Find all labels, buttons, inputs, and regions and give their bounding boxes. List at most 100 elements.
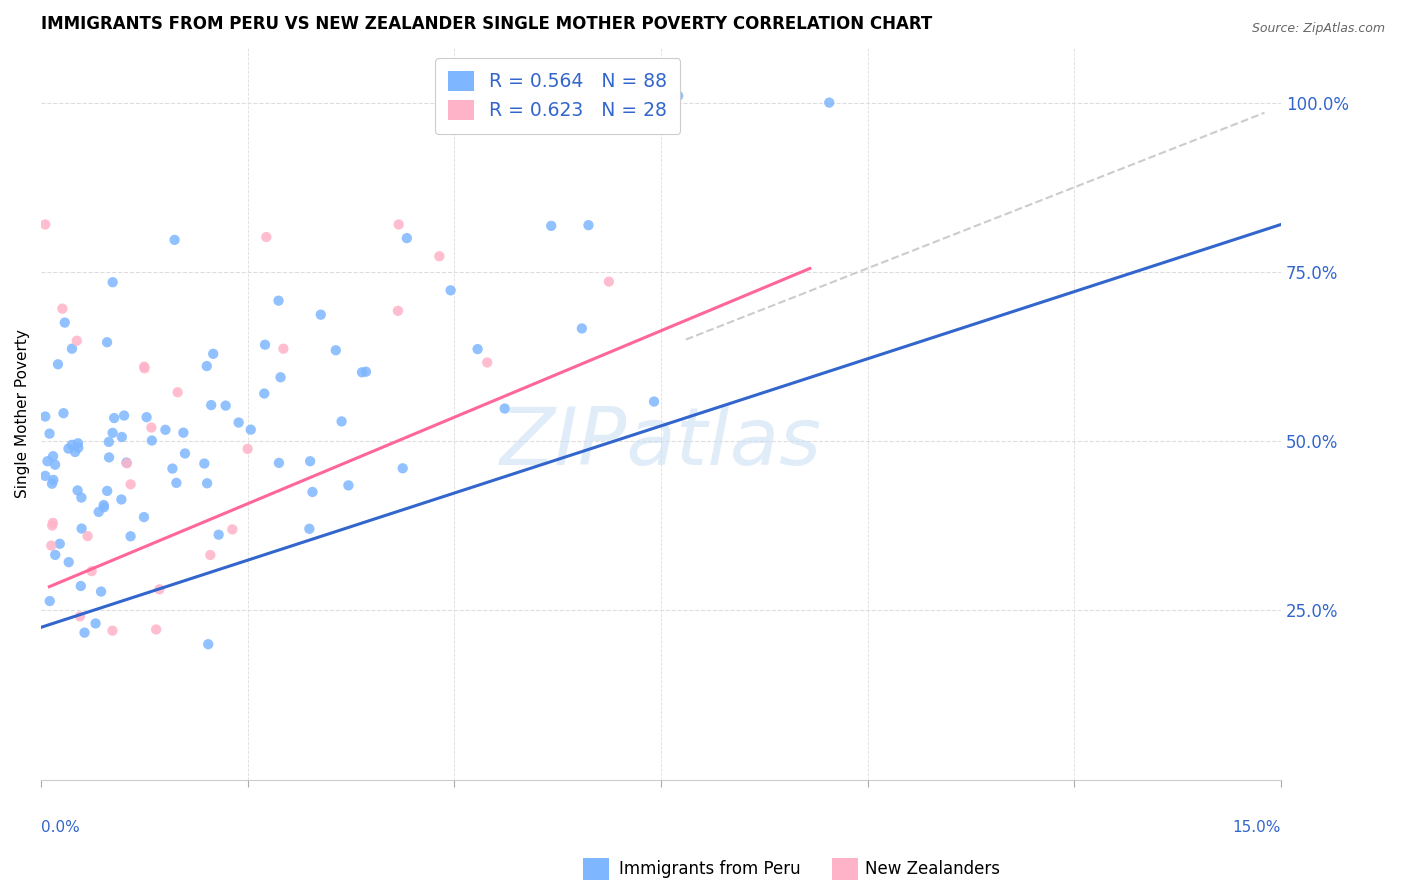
Text: ZIPatlas: ZIPatlas — [501, 404, 823, 483]
Point — [58, 555, 80, 569]
Point — [665, 88, 688, 103]
Point — [42, 516, 65, 530]
Point — [148, 582, 170, 597]
Point — [132, 510, 155, 524]
Point — [200, 548, 222, 562]
Point — [67, 441, 90, 455]
Point — [98, 450, 121, 465]
Point — [354, 365, 377, 379]
Point — [87, 505, 110, 519]
Point — [145, 623, 167, 637]
Point — [120, 529, 142, 543]
Point — [440, 283, 463, 297]
Point — [38, 594, 60, 608]
Point — [70, 491, 93, 505]
Point — [578, 218, 600, 232]
Point — [34, 468, 56, 483]
Point — [254, 230, 277, 244]
Point — [39, 539, 62, 553]
Point — [38, 426, 60, 441]
Point — [299, 454, 322, 468]
Point — [96, 483, 118, 498]
Point — [41, 518, 63, 533]
Point — [90, 584, 112, 599]
Text: Immigrants from Peru: Immigrants from Peru — [619, 860, 800, 878]
Point — [115, 456, 138, 470]
Point — [387, 303, 409, 318]
Point — [60, 438, 83, 452]
Point — [101, 275, 124, 289]
Point — [540, 219, 562, 233]
Point — [301, 485, 323, 500]
Point — [467, 342, 489, 356]
Point — [58, 442, 80, 456]
Point — [63, 445, 86, 459]
Point — [598, 275, 620, 289]
Point — [120, 477, 142, 491]
Point — [73, 625, 96, 640]
Point — [66, 483, 89, 498]
Point — [37, 454, 59, 468]
Point — [193, 457, 215, 471]
Point — [112, 409, 135, 423]
Point — [141, 434, 163, 448]
Point — [134, 361, 156, 376]
Point — [34, 409, 56, 424]
Point — [270, 370, 292, 384]
Point — [267, 456, 290, 470]
Point — [60, 342, 83, 356]
Point — [325, 343, 347, 358]
Text: 0.0%: 0.0% — [41, 820, 80, 835]
Point — [236, 442, 259, 456]
Point — [163, 233, 186, 247]
Point — [208, 527, 231, 541]
Point — [174, 446, 197, 460]
Point — [162, 461, 184, 475]
Point — [135, 410, 157, 425]
Point — [53, 316, 76, 330]
Point — [494, 401, 516, 416]
Point — [330, 414, 353, 428]
Point — [69, 579, 91, 593]
Point — [166, 385, 188, 400]
Point — [195, 476, 218, 491]
Point — [111, 430, 134, 444]
Point — [337, 478, 360, 492]
Point — [34, 218, 56, 232]
Point — [101, 624, 124, 638]
Point — [202, 347, 225, 361]
Point — [103, 411, 125, 425]
Point — [141, 420, 163, 434]
Point — [165, 475, 187, 490]
Point — [44, 548, 66, 562]
Point — [267, 293, 290, 308]
Point — [97, 434, 120, 449]
Point — [70, 522, 93, 536]
Point — [195, 359, 218, 373]
Point — [309, 308, 332, 322]
Text: New Zealanders: New Zealanders — [865, 860, 1000, 878]
Text: 15.0%: 15.0% — [1233, 820, 1281, 835]
Point — [46, 357, 69, 371]
Point — [115, 456, 138, 470]
Legend: R = 0.564   N = 88, R = 0.623   N = 28: R = 0.564 N = 88, R = 0.623 N = 28 — [434, 58, 681, 134]
Point — [76, 529, 98, 543]
Point — [172, 425, 194, 440]
Point — [101, 425, 124, 440]
Point — [96, 335, 118, 350]
Point — [221, 522, 243, 536]
Point — [388, 218, 411, 232]
Point — [66, 334, 89, 348]
Point — [350, 365, 373, 379]
Point — [228, 416, 250, 430]
Y-axis label: Single Mother Poverty: Single Mother Poverty — [15, 330, 30, 499]
Point — [571, 321, 593, 335]
Point — [42, 449, 65, 463]
Point — [395, 231, 418, 245]
Point — [42, 473, 65, 487]
Point — [391, 461, 413, 475]
Point — [52, 406, 75, 420]
Point — [110, 492, 132, 507]
Text: Source: ZipAtlas.com: Source: ZipAtlas.com — [1251, 22, 1385, 36]
Point — [200, 398, 222, 412]
